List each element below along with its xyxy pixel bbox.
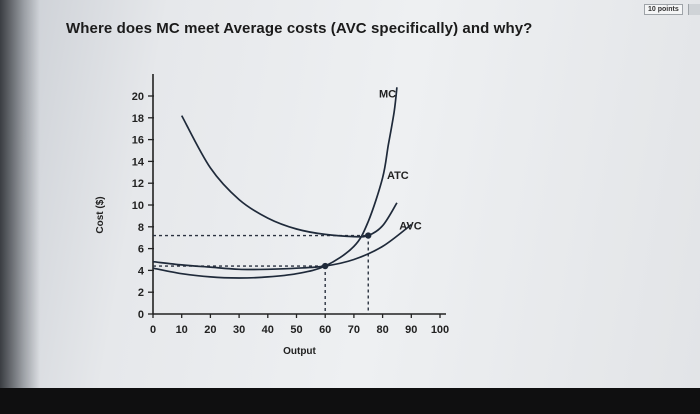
chart-labels: MC ATC AVC xyxy=(379,88,422,232)
left-shadow xyxy=(0,0,40,390)
x-axis-title: Output xyxy=(283,346,316,357)
y-tick-label: 4 xyxy=(138,265,145,277)
y-tick-label: 16 xyxy=(132,135,144,147)
x-tick-label: 50 xyxy=(290,324,302,336)
bottom-bar xyxy=(0,388,700,414)
y-tick-label: 6 xyxy=(138,244,144,256)
y-tick-label: 14 xyxy=(132,156,145,168)
x-tick-label: 90 xyxy=(405,324,417,336)
x-tick-label: 30 xyxy=(233,324,245,336)
x-tick-label: 40 xyxy=(262,324,274,336)
y-tick-label: 8 xyxy=(138,222,144,234)
y-tick-label: 18 xyxy=(132,113,144,125)
x-tick-label: 0 xyxy=(150,324,156,336)
y-tick-label: 0 xyxy=(138,309,144,321)
chart-series xyxy=(152,87,412,279)
points-badge: 10 points xyxy=(644,4,683,15)
avc-curve xyxy=(152,223,412,271)
chart-axes: 0 2 4 6 8 10 12 14 16 18 20 0 10 20 30 40 50 60 70 80 90 100 O… xyxy=(95,74,449,357)
atc-curve xyxy=(180,115,398,238)
mc-curve xyxy=(152,87,398,279)
edge-tab xyxy=(688,4,700,15)
x-tick-label: 60 xyxy=(319,324,331,336)
x-tick-label: 70 xyxy=(348,324,360,336)
y-axis-title: Cost ($) xyxy=(95,196,106,233)
x-tick-label: 80 xyxy=(376,324,388,336)
x-tick-label: 10 xyxy=(176,324,188,336)
x-tick-label: 100 xyxy=(431,324,449,336)
atc-label: ATC xyxy=(387,170,409,182)
mc-label: MC xyxy=(379,88,396,100)
y-tick-label: 20 xyxy=(132,91,144,103)
y-tick-label: 10 xyxy=(132,200,144,212)
question-title: Where does MC meet Average costs (AVC sp… xyxy=(66,20,533,37)
chart-guides xyxy=(153,232,372,314)
x-tick-label: 20 xyxy=(204,324,216,336)
screen-background xyxy=(0,0,700,390)
y-tick-label: 2 xyxy=(138,287,144,299)
avc-label: AVC xyxy=(399,221,421,233)
y-tick-label: 12 xyxy=(132,178,144,190)
